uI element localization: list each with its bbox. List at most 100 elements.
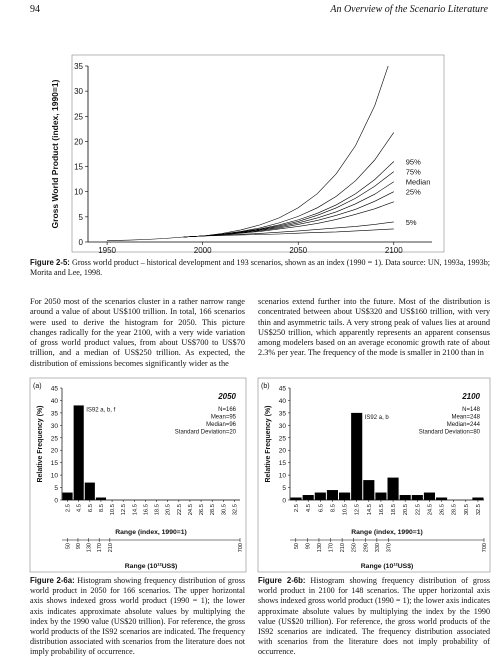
stat-line: N=148: [462, 407, 481, 413]
x-tick-label: 8.5: [99, 504, 105, 512]
y-tick-label: 10: [279, 473, 287, 480]
histogram-bar: [290, 497, 302, 500]
y-tick-label: 20: [51, 448, 59, 455]
y-axis-label: Gross World Product (index, 1990=1): [50, 79, 60, 228]
x-tick-label: 32.5: [476, 504, 482, 515]
y-tick-label: 25: [74, 112, 83, 121]
x2-tick-label: 170: [329, 543, 335, 552]
y-tick-label: 35: [74, 62, 83, 71]
x2-tick-label: 700: [238, 543, 244, 552]
x-tick-label: 6.5: [88, 504, 94, 512]
x2-tick-label: 130: [317, 543, 323, 552]
x-tick-label: 2.5: [294, 504, 300, 512]
annotation: IS92 a, b: [365, 415, 390, 421]
caption-text: Histogram showing frequency distribution…: [258, 576, 490, 657]
caption: Figure 2-6a: Histogram showing frequency…: [30, 576, 245, 658]
x-tick-label: 2.5: [66, 504, 72, 512]
x-tick-label: 18.5: [391, 504, 397, 515]
histogram-bar: [411, 495, 423, 500]
series-line: [183, 181, 394, 238]
y-tick-label: 15: [279, 460, 287, 467]
histogram-bar: [363, 480, 375, 500]
histogram-bar: [351, 412, 363, 500]
x2-tick-label: 210: [108, 543, 114, 552]
x-tick-label: 14.5: [132, 504, 138, 515]
x-tick-label: 2100: [385, 246, 403, 255]
panel-title: 2050: [217, 392, 236, 401]
y-tick-label: 40: [279, 398, 287, 405]
x-tick-label: 18.5: [155, 504, 161, 515]
histogram-bar: [375, 492, 387, 500]
x-tick-label: 24.5: [188, 504, 194, 515]
x-axis-label: Range (index, 1990=1): [351, 529, 423, 536]
body-column: For 2050 most of the scenarios cluster i…: [30, 297, 245, 368]
x2-axis-label: Range (10¹²US$): [361, 563, 414, 570]
x2-tick-label: 250: [352, 543, 358, 552]
page: 94 An Overview of the Scenario Literatur…: [29, 4, 491, 657]
series-label: 95%: [406, 158, 421, 167]
histogram-bar: [339, 492, 351, 500]
x-tick-label: 26.5: [199, 504, 205, 515]
panel-label: (a): [33, 383, 42, 390]
stat-line: Mean=95: [211, 415, 237, 421]
panel-title: 2100: [461, 392, 480, 401]
series-line: [183, 191, 394, 238]
x-tick-label: 10.5: [343, 504, 349, 515]
series-line: [183, 66, 389, 238]
x2-tick-label: 90: [305, 543, 311, 549]
x-tick-label: 20.5: [403, 504, 409, 515]
running-title: An Overview of the Scenario Literature: [330, 4, 488, 15]
y-tick-label: 30: [51, 423, 59, 430]
caption: Figure 2-6b: Histogram showing frequency…: [258, 576, 490, 658]
body-column: scenarios extend further into the future…: [258, 297, 490, 358]
y-tick-label: 0: [79, 238, 84, 247]
series-label: Median: [406, 178, 431, 187]
y-tick-label: 5: [282, 485, 286, 492]
y-tick-label: 45: [279, 386, 287, 393]
x-tick-label: 4.5: [306, 504, 312, 512]
annotation: IS92 a, b, f: [86, 407, 115, 413]
series-line: [183, 201, 394, 238]
y-tick-label: 25: [279, 435, 287, 442]
histogram-bar: [399, 495, 411, 500]
histogram-bar: [326, 490, 338, 500]
y-tick-label: 25: [51, 435, 59, 442]
y-tick-label: 20: [74, 137, 83, 146]
x-tick-label: 8.5: [330, 504, 336, 512]
y-tick-label: 15: [74, 163, 83, 172]
x-tick-label: 16.5: [379, 504, 385, 515]
x2-tick-label: 90: [76, 543, 82, 549]
stat-line: Median=96: [206, 422, 237, 428]
x-tick-label: 6.5: [318, 504, 324, 512]
x2-tick-label: 370: [386, 543, 392, 552]
x-tick-label: 32.5: [232, 504, 238, 515]
caption: Figure 2-5: Gross world product – histor…: [30, 258, 490, 278]
x-tick-label: 2050: [289, 246, 307, 255]
x-tick-label: 14.5: [367, 504, 373, 515]
stat-line: N=166: [218, 407, 237, 413]
histogram-bar: [95, 497, 106, 500]
panel-label: (b): [261, 383, 270, 390]
y-axis-label: Relative Frequency (%): [265, 405, 272, 482]
y-tick-label: 10: [51, 473, 59, 480]
x-tick-label: 2000: [194, 246, 212, 255]
x2-tick-label: 700: [482, 543, 488, 552]
x-tick-label: 30.5: [221, 504, 227, 515]
x-axis-label: Range (index, 1990=1): [115, 529, 187, 536]
x2-tick-label: 290: [363, 543, 369, 552]
x2-tick-label: 50: [65, 543, 71, 549]
x-tick-label: 22.5: [177, 504, 183, 515]
x-tick-label: 12.5: [121, 504, 127, 515]
x2-tick-label: 130: [87, 543, 93, 552]
series-line: [183, 132, 395, 238]
panel-frame: [257, 377, 491, 573]
histogram-bar: [472, 497, 484, 500]
caption-label: Figure 2-6a:: [30, 576, 75, 585]
x2-tick-label: 170: [97, 543, 103, 552]
x-tick-label: 16.5: [143, 504, 149, 515]
y-tick-label: 35: [51, 410, 59, 417]
x-tick-label: 4.5: [77, 504, 83, 512]
y-tick-label: 30: [74, 87, 83, 96]
histogram-bar: [314, 492, 326, 500]
